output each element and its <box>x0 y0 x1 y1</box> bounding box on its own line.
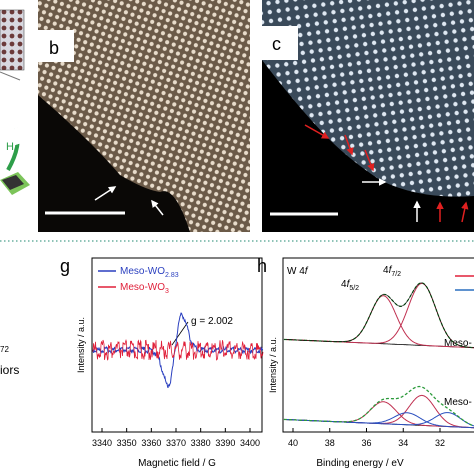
panel-label: h <box>257 256 267 276</box>
epr-curve <box>92 312 264 389</box>
device-top <box>2 175 24 190</box>
arrow <box>461 201 469 223</box>
x-tick-label: 3380 <box>191 438 211 448</box>
annotation-line <box>171 321 189 346</box>
sample-label: Meso- <box>444 338 472 349</box>
panel-b: b <box>38 0 250 232</box>
epr-curve <box>92 339 264 361</box>
y-axis-label: Intensity / a.u. <box>268 337 278 393</box>
peak-label: 4f5/2 <box>341 279 359 292</box>
x-tick-label: 3360 <box>141 438 161 448</box>
x-axis-label: Magnetic field / G <box>138 458 216 469</box>
panel-g: g Intensity / a.u. Magnetic field / G Me… <box>60 256 264 469</box>
panel-label: c <box>272 34 281 54</box>
cut-text: iors <box>0 363 19 377</box>
connector <box>0 71 21 81</box>
legend-entry: Meso-WO2.83 <box>120 266 179 279</box>
panel-h: h W 4f 4f5/2 4f7/2 Meso- Meso- Intensity… <box>257 256 474 469</box>
x-axis-label: Binding energy / eV <box>316 458 404 469</box>
cut-text: 72 <box>0 345 9 354</box>
x-tick-label: 3400 <box>240 438 260 448</box>
x-tick-label: 3390 <box>215 438 235 448</box>
x-tick-label: 3370 <box>166 438 186 448</box>
x-tick-label: 36 <box>361 438 371 448</box>
panel-label: g <box>60 256 70 276</box>
arrow <box>304 124 330 139</box>
x-tick-label: 38 <box>325 438 335 448</box>
vacuum-region <box>38 95 190 232</box>
green-arrow <box>6 124 31 171</box>
annotation: g = 2.002 <box>191 316 233 327</box>
arrow <box>364 149 375 172</box>
arrow <box>344 134 354 156</box>
label-box <box>262 26 298 60</box>
y-axis-label: Intensity / a.u. <box>76 317 86 373</box>
xps-curve <box>283 412 474 427</box>
spectrum-title: W 4f <box>287 266 309 277</box>
xps-curve <box>283 385 474 427</box>
x-tick-label: 40 <box>288 438 298 448</box>
x-tick-label: 3350 <box>117 438 137 448</box>
panel-c: c <box>262 0 474 232</box>
crystal-model <box>0 9 25 71</box>
vacuum-region <box>262 60 474 232</box>
axes-frame <box>91 257 263 433</box>
sample-label: Meso- <box>444 397 472 408</box>
x-tick-label: 34 <box>398 438 408 448</box>
xps-curve <box>283 282 474 348</box>
arrow <box>151 199 164 216</box>
x-tick-label: 3340 <box>92 438 112 448</box>
peak-label: 4f7/2 <box>383 265 401 278</box>
panel-label: b <box>49 38 59 58</box>
left-panel: H2 <box>0 9 31 195</box>
arrow <box>94 186 117 201</box>
x-tick-label: 32 <box>435 438 445 448</box>
h2-label: H2 <box>6 141 18 155</box>
axes-frame <box>282 257 474 433</box>
label-box <box>38 30 74 62</box>
legend-entry: Meso-WO3 <box>120 282 169 295</box>
